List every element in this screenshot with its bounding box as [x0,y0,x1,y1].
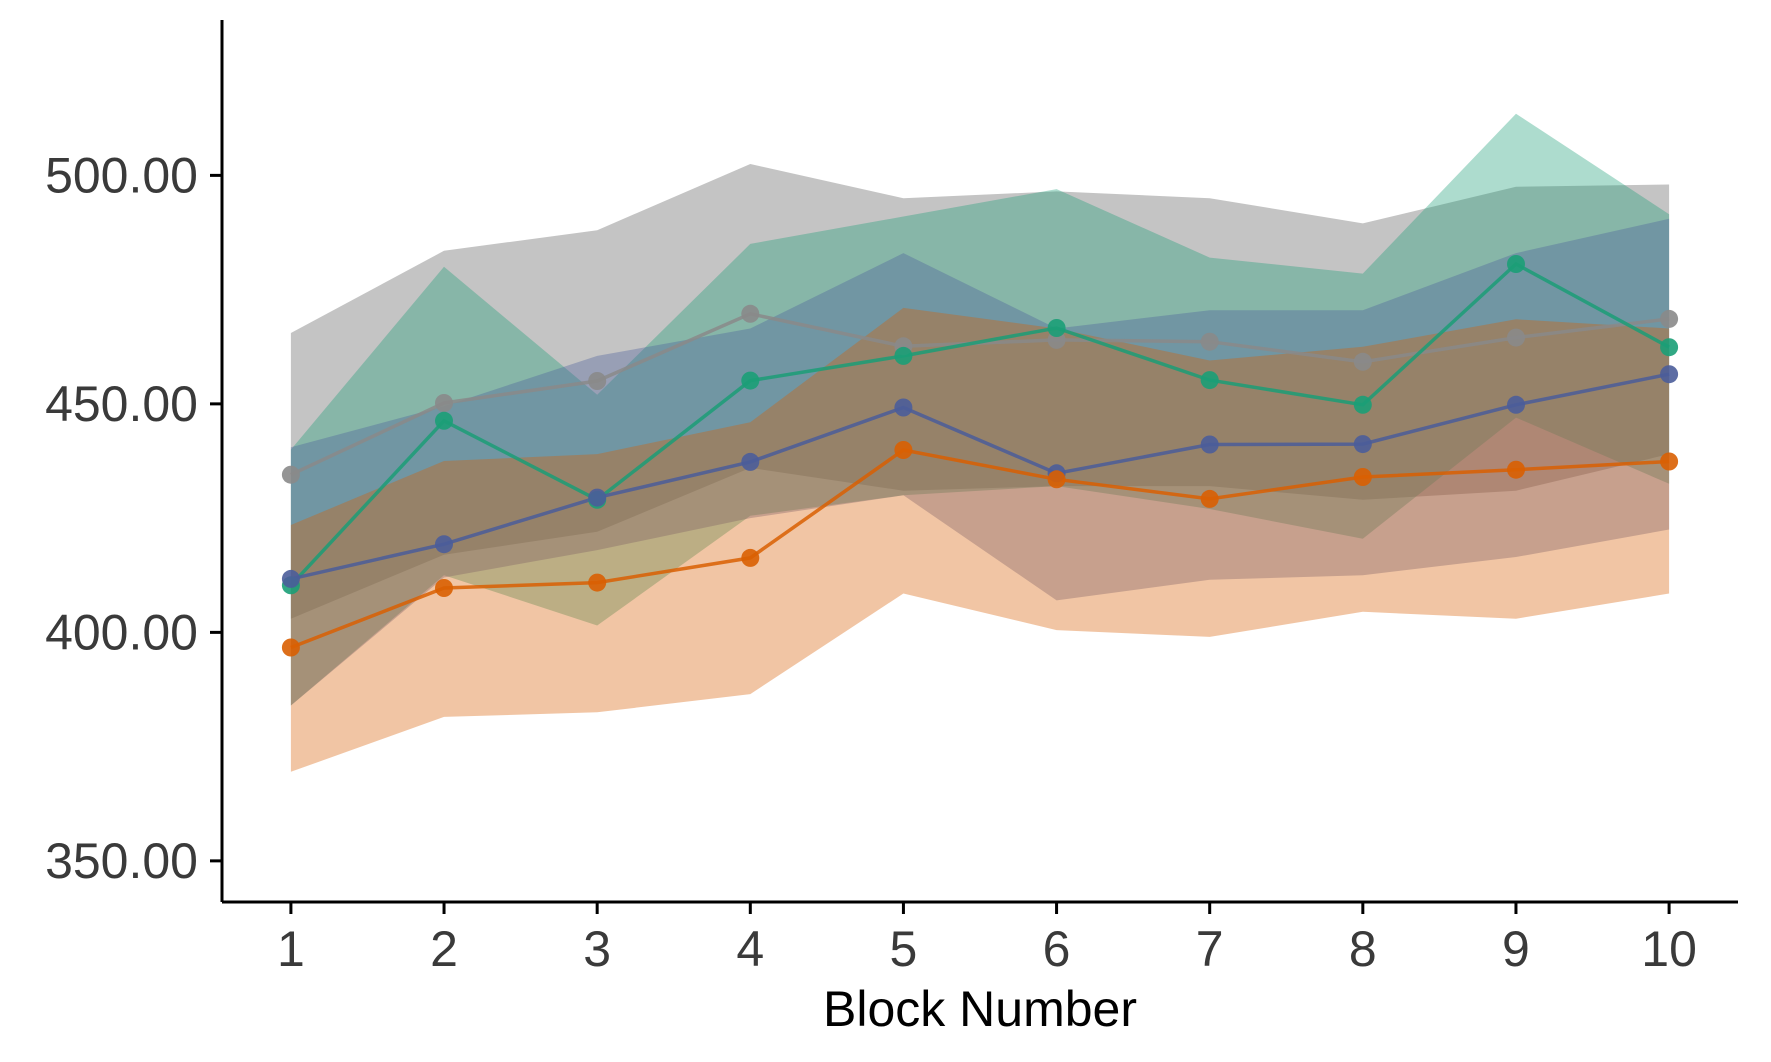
x-tick-label: 7 [1196,921,1224,977]
line-series-3 [290,372,1670,581]
x-tick-label: 4 [736,921,764,977]
x-axis-ticks: 1 2 3 4 5 6 7 8 9 10 [277,902,1697,977]
line-series-4 [290,448,1670,650]
point-series-3-x10 [1660,365,1679,384]
y-tick-label: 500.00 [45,147,198,203]
point-series-4-x7 [1200,489,1219,508]
point-series-4-x8 [1353,468,1372,486]
x-tick-label: 10 [1641,921,1697,977]
line-series-2 [289,261,1670,587]
series-lines [289,261,1670,650]
point-series-3-x1 [281,569,300,588]
point-series-2-x10 [1660,338,1679,357]
point-series-4-x5 [894,441,913,459]
point-series-1-x1 [281,465,300,484]
band-series-4 [290,307,1670,772]
y-tick-label: 400.00 [45,604,198,660]
point-series-3-x9 [1507,395,1525,414]
x-tick-label: 2 [430,921,458,977]
point-series-2-x7 [1200,371,1219,390]
point-series-3-x7 [1200,435,1219,454]
y-tick-label: 450.00 [45,376,198,432]
axes: 350.00 400.00 450.00 500.00 1 2 3 4 5 6 7 8 9 10 [45,20,1738,977]
y-axis-ticks: 350.00 400.00 450.00 500.00 [45,147,222,889]
point-series-1-x3 [588,372,607,390]
point-series-4-x6 [1047,470,1066,489]
x-tick-label: 8 [1349,921,1377,977]
point-series-1-x4 [741,304,760,323]
x-axis-title: Block Number [823,981,1137,1037]
x-tick-label: 3 [583,921,611,977]
x-tick-label: 5 [890,921,918,977]
point-series-1-x9 [1507,328,1525,347]
band-series-2 [290,113,1670,706]
point-series-4-x9 [1507,460,1525,479]
point-series-3-x3 [588,488,607,507]
point-series-3-x2 [435,535,453,554]
point-series-2-x9 [1507,255,1525,273]
point-series-1-x2 [435,394,453,412]
point-series-4-x1 [281,638,300,657]
point-series-3-x5 [894,398,913,417]
point-series-1-x10 [1660,309,1679,328]
x-tick-label: 9 [1502,921,1530,977]
point-series-4-x3 [588,573,607,592]
point-series-4-x4 [741,548,760,567]
band-series-1 [290,164,1670,619]
series-points [281,255,1679,657]
point-series-2-x6 [1047,319,1066,337]
point-series-2-x2 [435,411,453,430]
band-series-3 [290,218,1670,706]
point-series-4-x10 [1660,452,1679,471]
confidence-bands [290,113,1670,772]
x-tick-label: 6 [1043,921,1071,977]
point-series-2-x5 [894,346,913,365]
point-series-1-x8 [1353,352,1372,371]
point-series-4-x2 [435,579,453,597]
point-series-3-x4 [741,452,760,471]
point-series-1-x7 [1200,332,1219,351]
point-series-3-x8 [1353,435,1372,454]
point-series-2-x4 [741,371,760,390]
point-series-2-x8 [1353,395,1372,414]
x-tick-label: 1 [277,921,305,977]
y-tick-label: 350.00 [45,833,198,889]
